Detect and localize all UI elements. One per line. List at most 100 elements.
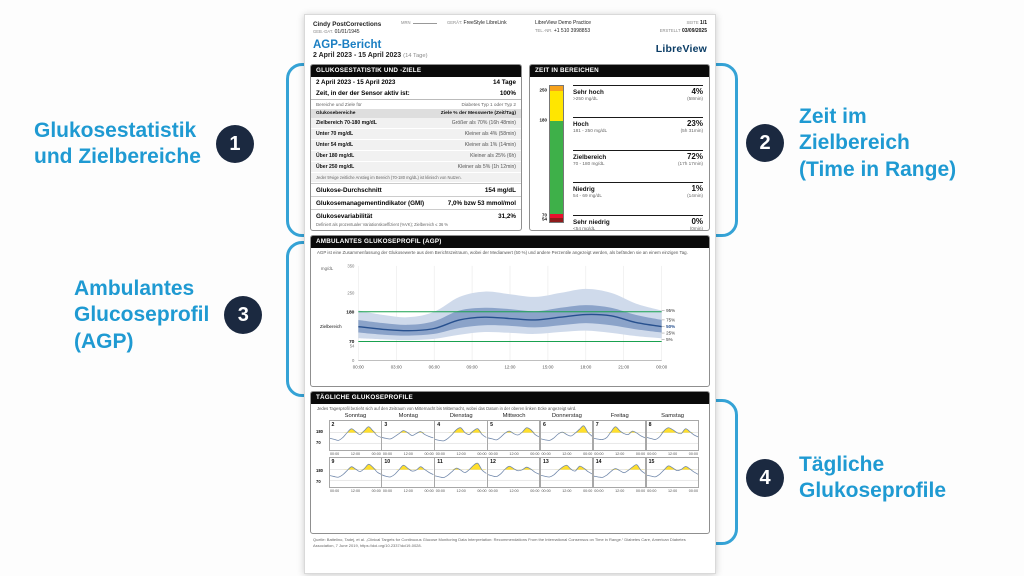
report-title: AGP-Bericht [313, 38, 382, 51]
stats-sensor-active-row: Zeit, in der der Sensor aktiv ist: 100% [311, 87, 521, 101]
variability-footnote: Definiert als prozentualer Variationskoe… [316, 221, 449, 227]
device-block: GERÄT: FreeStyle LibreLink [447, 20, 507, 26]
patient-dob: 01/01/1945 [334, 29, 360, 36]
daily-chart-day-12: 12 [487, 457, 541, 489]
metric-gmi: Glukosemanagementindikator (GMI) 7,0% bz… [311, 195, 521, 208]
tir-entry-low: Niedrig 1% 54 - 69 mg/dL (14min) [573, 182, 703, 199]
time-in-ranges-section-header: ZEIT IN BEREICHEN [530, 64, 709, 77]
top-sections-row: GLUKOSESTATISTIK UND -ZIELE 2 April 2023… [305, 61, 715, 231]
weekday-label: Donnerstag [551, 413, 582, 420]
daily-row-2: 9 10 11 12 13 14 15 [328, 457, 700, 489]
daily-xaxis-labels: 00:00 12:00 00:00 [488, 451, 540, 456]
svg-text:180: 180 [346, 309, 354, 315]
mrn-blank-line [412, 20, 437, 24]
targets-table-row: Über 250 mg/dL Kleiner als 5% (1h 12min) [311, 162, 521, 174]
daily-xlabels-2: 00:00 12:00 00:00 00:00 12:00 00:00 00:00 12:00… [329, 489, 699, 493]
tir-segment-high [550, 91, 563, 121]
svg-text:54: 54 [350, 343, 355, 348]
source-citation: Quelle: Battelino, Tadej, et al. „Clinic… [313, 536, 686, 548]
daily-chart-date: 15 [648, 458, 655, 465]
daily-xaxis-labels: 00:00 12:00 00:00 [330, 488, 381, 493]
svg-text:250: 250 [347, 290, 355, 295]
daily-xaxis-labels: 00:00 12:00 00:00 [382, 488, 434, 493]
daily-xaxis-labels: 00:00 12:00 00:00 [594, 451, 646, 456]
created-date: 03/09/2025 [681, 27, 707, 34]
targets-table-head: Glukosebereiche Ziele % der Messwerte (Z… [311, 109, 521, 119]
svg-text:03:00: 03:00 [391, 364, 403, 369]
annotation-time-in-range: 2 Zeit im Zielbereich (Time in Range) [746, 104, 956, 183]
daily-profiles-section-header: TÄGLICHE GLUKOSEPROFILE [311, 391, 709, 404]
daily-chart-date: 4 [437, 421, 441, 428]
daily-profiles-section: TÄGLICHE GLUKOSEPROFILE Jedes Tagesprofi… [310, 390, 710, 534]
daily-xaxis-labels: 00:00 12:00 00:00 [435, 488, 487, 493]
annotation-3-label: Ambulantes Glucoseprofil (AGP) [74, 277, 210, 353]
tir-threshold-label: 250 [539, 87, 547, 93]
daily-chart-day-14: 14 [592, 457, 647, 489]
daily-xaxis-labels: 00:00 12:00 00:00 [382, 451, 434, 456]
svg-text:15:00: 15:00 [542, 364, 554, 369]
annotation-1-label: Glukosestatistik und Zielbereiche [34, 119, 201, 169]
daily-chart-date: 5 [490, 421, 493, 428]
daily-chart-day-3: 3 [381, 420, 435, 452]
targets-table-row: Unter 54 mg/dL Kleiner als 1% (14min) [311, 140, 521, 152]
annotation-3-number-badge: 3 [224, 296, 263, 335]
daily-xaxis-labels: 00:00 12:00 00:00 [330, 451, 381, 456]
svg-text:06:00: 06:00 [429, 364, 441, 369]
tir-threshold-label: 70 [541, 212, 547, 218]
tir-legend: Sehr hoch 4% >250 mg/dL (58min) Hoch 23% 18… [573, 84, 703, 230]
daily-chart-date: 2 [331, 421, 335, 428]
tir-threshold-label: 54 [541, 216, 547, 222]
daily-chart-date: 8 [648, 421, 652, 428]
time-in-ranges-chart: 250 180 70 54 Sehr hoch 4% >250 mg/dL (58min)… [530, 77, 709, 230]
daily-profiles-note: Jedes Tagesprofil bezieht sich auf den Z… [317, 406, 577, 412]
svg-text:95%: 95% [666, 308, 675, 313]
daily-chart-day-7: 7 [592, 420, 647, 452]
report-day-count: (14 Tage) [403, 52, 428, 59]
targets-table-note: Jeder 5%ige zeitliche Anstieg im Bereich… [311, 173, 521, 182]
agp-section-header: AMBULANTES GLUKOSEPROFIL (AGP) [311, 235, 709, 248]
svg-text:mg/dL: mg/dL [321, 266, 334, 271]
tir-threshold-label: 180 [539, 117, 547, 123]
svg-text:00:00: 00:00 [656, 364, 668, 369]
daily-chart-date: 3 [384, 421, 388, 428]
daily-xaxis-labels: 00:00 12:00 00:00 [541, 451, 593, 456]
metric-average-glucose: Glukose-Durchschnitt 154 mg/dL [311, 182, 521, 195]
svg-text:09:00: 09:00 [467, 364, 479, 369]
tir-segment-very-low [550, 218, 563, 222]
annotation-glucose-statistics: Glukosestatistik und Zielbereiche 1 [34, 118, 254, 171]
daily-xaxis-labels: 00:00 12:00 00:00 [488, 488, 540, 493]
daily-chart-date: 13 [542, 458, 549, 465]
daily-chart-date: 12 [490, 458, 496, 465]
daily-yaxis-label: 70 [316, 479, 321, 485]
agp-section: AMBULANTES GLUKOSEPROFIL (AGP) AGP ist e… [310, 234, 710, 387]
daily-row-1: 2 3 4 5 6 7 8 [328, 420, 700, 452]
report-title-block: AGP-Bericht 2 April 2023 - 15 April 2023… [313, 39, 428, 59]
svg-text:00:00: 00:00 [353, 364, 365, 369]
daily-chart-day-10: 10 [381, 457, 435, 489]
weekday-label: Dienstag [449, 413, 473, 420]
glucose-statistics-section: GLUKOSESTATISTIK UND -ZIELE 2 April 2023… [310, 63, 522, 231]
daily-chart-day-8: 8 [645, 420, 700, 452]
svg-text:70: 70 [349, 339, 355, 345]
svg-text:75%: 75% [666, 317, 675, 322]
weekday-header-row: Sonntag Montag Dienstag Mittwoch Donners… [329, 413, 699, 419]
page-info-block: SEITE 1/1 ERSTELLT 03/09/2025 [659, 20, 707, 34]
daily-chart-day-5: 5 [487, 420, 541, 452]
practice-block: LibreView Demo Practice TEL.-NR. +1 510 … [535, 20, 645, 37]
metric-variability: Glukosevariabilität 31,2% [311, 208, 521, 221]
svg-text:0: 0 [352, 358, 355, 363]
annotation-4-number-badge: 4 [746, 459, 784, 498]
page-number: 1/1 [700, 20, 707, 26]
svg-text:25%: 25% [666, 330, 675, 335]
targets-table-caption: Bereiche und Ziele für Diabetes Typ 1 od… [316, 102, 516, 108]
svg-text:50%: 50% [666, 324, 675, 329]
agp-report-page: Cindy PostCorrections GEB.-DAT. 01/01/19… [304, 14, 716, 574]
daily-xaxis-labels: 00:00 12:00 00:00 [647, 451, 699, 456]
annotation-agp: Ambulantes Glucoseprofil (AGP) 3 [74, 276, 263, 355]
daily-chart-date: 10 [384, 458, 391, 465]
daily-chart-date: 9 [331, 458, 335, 465]
tir-segment-very-high [550, 85, 563, 92]
daily-xaxis-labels: 00:00 12:00 00:00 [647, 488, 699, 493]
svg-text:350: 350 [347, 263, 355, 268]
